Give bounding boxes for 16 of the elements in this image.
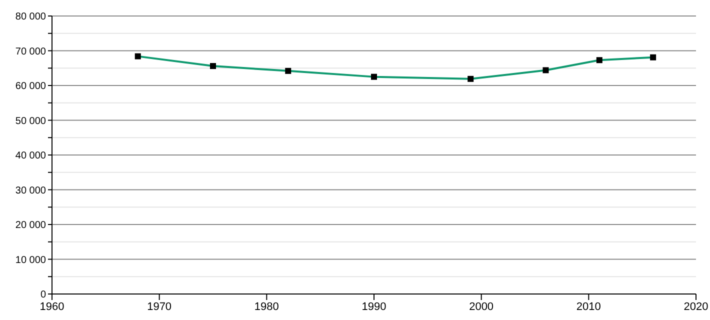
y-tick-label: 40 000 bbox=[15, 150, 46, 162]
y-tick-label: 70 000 bbox=[15, 46, 46, 58]
y-tick-label: 60 000 bbox=[15, 81, 46, 92]
y-tick-label: 30 000 bbox=[15, 185, 46, 196]
y-tick-label: 50 000 bbox=[15, 116, 46, 127]
y-tick-label: 80 000 bbox=[15, 12, 46, 23]
x-tick-label: 2000 bbox=[469, 300, 494, 313]
y-tick-label: 10 000 bbox=[15, 254, 46, 266]
x-tick-label: 1980 bbox=[254, 300, 279, 313]
x-tick-label: 1960 bbox=[40, 300, 64, 313]
x-tick-label: 2010 bbox=[576, 300, 601, 313]
y-tick-label: 0 bbox=[40, 290, 46, 301]
x-tick-label: 1990 bbox=[362, 300, 386, 313]
x-tick-label: 2020 bbox=[684, 300, 708, 313]
y-tick-label: 20 000 bbox=[15, 220, 46, 232]
x-tick-label: 1970 bbox=[147, 300, 172, 313]
